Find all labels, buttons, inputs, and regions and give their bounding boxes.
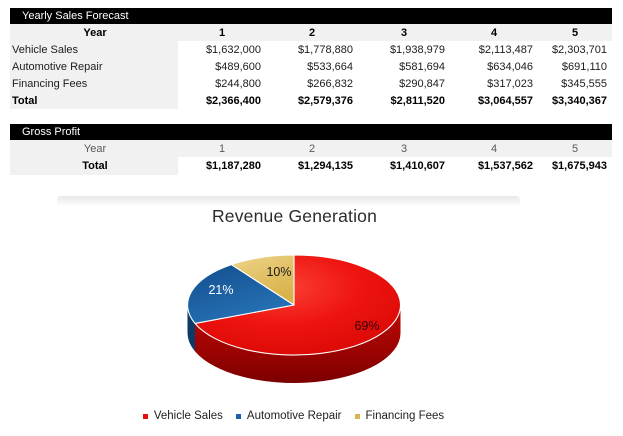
year-col-header: 5: [538, 24, 612, 41]
table-cell: $489,600: [178, 58, 266, 75]
legend-swatch-gold: [354, 413, 360, 419]
revenue-chart[interactable]: Revenue Generation: [57, 196, 520, 436]
table-cell: $533,664: [266, 58, 358, 75]
total-cell: $1,410,607: [358, 157, 450, 175]
year-col-header: 5: [538, 140, 612, 157]
table-cell: $1,938,979: [358, 41, 450, 58]
legend-label: Automotive Repair: [246, 410, 342, 422]
year-header-cell: Year: [10, 24, 178, 41]
gross-profit-title: Gross Profit: [22, 126, 81, 138]
year-col-header: 1: [178, 24, 266, 41]
total-cell: $1,675,943: [538, 157, 612, 175]
pie-side-automotive-repair: [187, 305, 195, 352]
table-cell: $2,113,487: [450, 41, 538, 58]
legend-label: Vehicle Sales: [153, 410, 223, 422]
yearly-sales-forecast-header-bar: Yearly Sales Forecast: [10, 8, 612, 24]
table-cell: $634,046: [450, 58, 538, 75]
table-cell: $1,778,880: [266, 41, 358, 58]
row-label-financing-fees: Financing Fees: [10, 75, 178, 92]
total-cell: $3,340,367: [538, 92, 612, 109]
total-cell: $2,366,400: [178, 92, 266, 109]
legend-item-vehicle-sales[interactable]: Vehicle Sales: [142, 410, 223, 422]
table-cell: $266,832: [266, 75, 358, 92]
year-col-header: 3: [358, 24, 450, 41]
pie-label-automotive-repair: 21%: [208, 283, 233, 297]
legend-label: Financing Fees: [365, 410, 445, 422]
year-col-header: 4: [450, 140, 538, 157]
total-cell: $1,537,562: [450, 157, 538, 175]
chart-frame-top-strip: [57, 196, 520, 205]
year-header-cell: Year: [10, 140, 178, 157]
year-col-header: 1: [178, 140, 266, 157]
legend-item-financing-fees[interactable]: Financing Fees: [354, 410, 445, 422]
table-cell: $345,555: [538, 75, 612, 92]
row-label-total: Total: [10, 92, 178, 109]
gross-profit-table: Gross Profit Year 1 2 3 4 5 Total $1,187…: [10, 124, 612, 175]
legend-swatch-blue: [235, 413, 241, 419]
legend-item-automotive-repair[interactable]: Automotive Repair: [235, 410, 342, 422]
total-cell: $3,064,557: [450, 92, 538, 109]
total-cell: $2,811,520: [358, 92, 450, 109]
chart-legend: Vehicle Sales Automotive Repair Financin…: [57, 408, 520, 424]
yearly-sales-grid: Year 1 2 3 4 5 Vehicle Sales $1,632,000 …: [10, 24, 612, 109]
pie-slice-financing-fees[interactable]: [230, 254, 295, 306]
year-col-header: 3: [358, 140, 450, 157]
pie-slice-automotive-repair[interactable]: [187, 264, 295, 324]
table-cell: $317,023: [450, 75, 538, 92]
pie-label-financing-fees: 10%: [266, 265, 291, 279]
table-cell: $691,110: [538, 58, 612, 75]
pie-chart[interactable]: 69% 21% 10%: [57, 196, 520, 436]
pie-label-vehicle-sales: 69%: [354, 319, 379, 333]
year-col-header: 2: [266, 24, 358, 41]
table-cell: $1,632,000: [178, 41, 266, 58]
pie-slice-vehicle-sales[interactable]: [194, 254, 402, 356]
year-col-header: 2: [266, 140, 358, 157]
total-cell: $2,579,376: [266, 92, 358, 109]
row-label-total: Total: [10, 157, 178, 175]
pie-side-vehicle-sales: [195, 305, 401, 383]
table-cell: $290,847: [358, 75, 450, 92]
total-cell: $1,187,280: [178, 157, 266, 175]
row-label-automotive-repair: Automotive Repair: [10, 58, 178, 75]
total-cell: $1,294,135: [266, 157, 358, 175]
table-cell: $2,303,701: [538, 41, 612, 58]
legend-swatch-red: [142, 413, 148, 419]
yearly-sales-forecast-table: Yearly Sales Forecast Year 1 2 3 4 5 Veh…: [10, 8, 612, 109]
yearly-sales-forecast-title: Yearly Sales Forecast: [22, 10, 129, 22]
year-col-header: 4: [450, 24, 538, 41]
row-label-vehicle-sales: Vehicle Sales: [10, 41, 178, 58]
gross-profit-header-bar: Gross Profit: [10, 124, 612, 140]
gross-profit-grid: Year 1 2 3 4 5 Total $1,187,280 $1,294,1…: [10, 140, 612, 175]
table-cell: $244,800: [178, 75, 266, 92]
chart-title: Revenue Generation: [211, 206, 378, 226]
table-cell: $581,694: [358, 58, 450, 75]
